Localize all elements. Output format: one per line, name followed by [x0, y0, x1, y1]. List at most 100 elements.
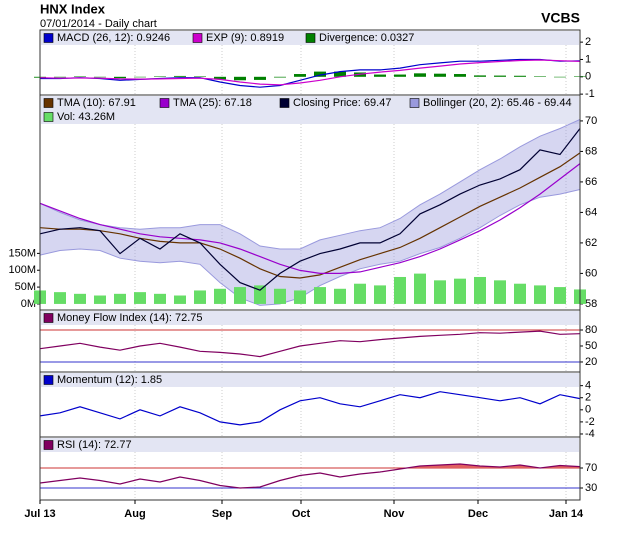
bar: [514, 75, 526, 77]
legend-label: Momentum (12): 1.85: [57, 374, 162, 386]
y2-tick-label: 50M: [15, 281, 36, 293]
legend-bar: [41, 373, 579, 387]
x-tick-label: Sep: [212, 508, 232, 520]
brand: VCBS: [541, 10, 580, 26]
panel: [40, 95, 580, 310]
bar: [414, 73, 426, 77]
legend-bar: [41, 438, 579, 452]
line: [39, 330, 581, 358]
bar: [94, 295, 106, 304]
bar: [434, 280, 446, 304]
bar: [454, 74, 466, 77]
bar: [134, 292, 146, 304]
chart-subtitle: 07/01/2014 - Daily chart: [40, 18, 157, 30]
bar: [174, 75, 186, 77]
bar: [454, 278, 466, 304]
y2-tick-label: 100M: [8, 264, 36, 276]
legend-label: RSI (14): 72.77: [57, 439, 132, 451]
bar: [114, 76, 126, 79]
bar: [134, 76, 146, 78]
y-tick-label: 60: [585, 267, 597, 279]
bar: [314, 287, 326, 304]
bar: [494, 280, 506, 304]
legend-label: Money Flow Index (14): 72.75: [57, 312, 203, 324]
bar: [374, 74, 386, 77]
y-tick-label: 58: [585, 298, 597, 310]
bar: [474, 75, 486, 77]
bar: [334, 288, 346, 304]
legend-label: MACD (26, 12): 0.9246: [57, 32, 170, 44]
chart-title: HNX Index: [40, 1, 106, 16]
bar: [54, 76, 66, 78]
legend-swatch: [43, 112, 54, 122]
bar: [494, 75, 506, 77]
bar: [434, 73, 446, 77]
line: [39, 391, 581, 426]
y-tick-label: 70: [585, 115, 597, 127]
y-tick-label: 70: [585, 462, 597, 474]
bar: [294, 290, 306, 304]
line: [39, 59, 581, 86]
y-tick-label: 80: [585, 324, 597, 336]
legend-swatch: [192, 33, 203, 43]
bar: [414, 273, 426, 304]
band-fill: [40, 119, 580, 306]
band-upper: [39, 118, 581, 250]
bar: [194, 76, 206, 77]
y-tick-label: 0: [585, 404, 591, 416]
bar: [174, 295, 186, 304]
legend-swatch: [43, 313, 54, 323]
bar: [534, 285, 546, 304]
bar: [214, 288, 226, 304]
x-tick-label: Aug: [124, 508, 145, 520]
bar: [254, 76, 266, 80]
bar: [154, 293, 166, 304]
line: [39, 152, 581, 279]
legend-bar: [41, 311, 579, 325]
bar: [234, 76, 246, 81]
bar: [54, 292, 66, 304]
bar: [274, 288, 286, 304]
bar: [554, 287, 566, 304]
legend-swatch: [305, 33, 316, 43]
legend-label: Divergence: 0.0327: [319, 32, 414, 44]
legend-swatch: [43, 375, 54, 385]
bar: [94, 76, 106, 78]
y-tick-label: -2: [585, 416, 595, 428]
bar: [334, 71, 346, 77]
y-tick-label: 68: [585, 145, 597, 157]
y-tick-label: 20: [585, 356, 597, 368]
y-tick-label: 1: [585, 53, 591, 65]
bar: [194, 290, 206, 304]
legend-swatch: [279, 98, 290, 108]
legend-swatch: [43, 33, 54, 43]
legend-swatch: [409, 98, 420, 108]
y-tick-label: 4: [585, 380, 591, 392]
bar: [214, 76, 226, 80]
bar: [154, 76, 166, 77]
bar: [74, 293, 86, 304]
legend-label: TMA (25): 67.18: [173, 97, 252, 109]
y-tick-label: 0: [585, 71, 591, 83]
y2-tick-label: 150M: [8, 247, 36, 259]
x-tick-label: Jan 14: [549, 508, 584, 520]
legend-bar: [41, 96, 579, 124]
y-tick-label: 64: [585, 206, 597, 218]
line: [40, 58, 581, 88]
legend-label: Closing Price: 69.47: [293, 97, 391, 109]
legend-label: EXP (9): 0.8919: [206, 32, 284, 44]
legend-label: TMA (10): 67.91: [57, 97, 136, 109]
bar: [394, 74, 406, 77]
x-tick-label: Oct: [292, 508, 311, 520]
y-tick-label: 66: [585, 176, 597, 188]
y-tick-label: 50: [585, 340, 597, 352]
line: [39, 463, 581, 489]
bar: [554, 76, 566, 78]
bar: [294, 74, 306, 77]
x-tick-label: Dec: [468, 508, 488, 520]
y-tick-label: 2: [585, 36, 591, 48]
y-tick-label: -1: [585, 88, 595, 100]
legend-label: Bollinger (20, 2): 65.46 - 69.44: [423, 97, 572, 109]
band-lower: [39, 189, 581, 306]
